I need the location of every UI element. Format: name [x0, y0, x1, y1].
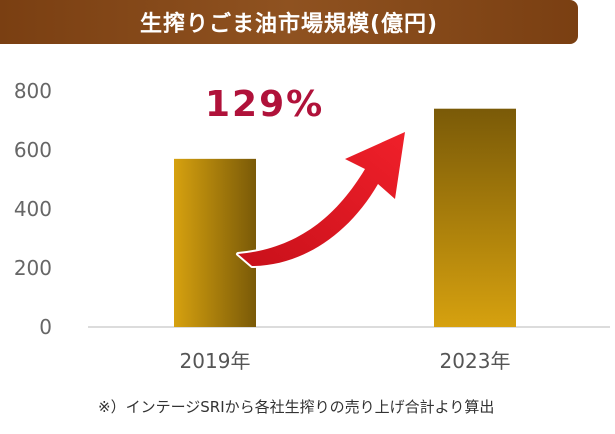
- growth-arrow-icon: [236, 130, 407, 268]
- chart-title-banner: 生搾りごま油市場規模(億円): [0, 0, 578, 44]
- growth-annotation: 129%: [205, 84, 324, 125]
- y-tick-label: 800: [14, 79, 52, 103]
- y-tick-label: 200: [14, 256, 52, 280]
- bar-1: [434, 108, 516, 327]
- bar-0: [174, 158, 256, 327]
- footnote: ※）インテージSRIから各社生搾りの売り上げ合計より算出: [98, 398, 495, 416]
- x-category-label: 2019年: [180, 349, 251, 373]
- y-tick-label: 0: [39, 315, 52, 339]
- bar-chart: 0 200 400 600 800 2019年 2023年 129%: [14, 79, 610, 373]
- chart-title: 生搾りごま油市場規模(億円): [139, 12, 439, 37]
- y-tick-label: 600: [14, 138, 52, 162]
- x-category-label: 2023年: [440, 349, 511, 373]
- y-tick-label: 400: [14, 197, 52, 221]
